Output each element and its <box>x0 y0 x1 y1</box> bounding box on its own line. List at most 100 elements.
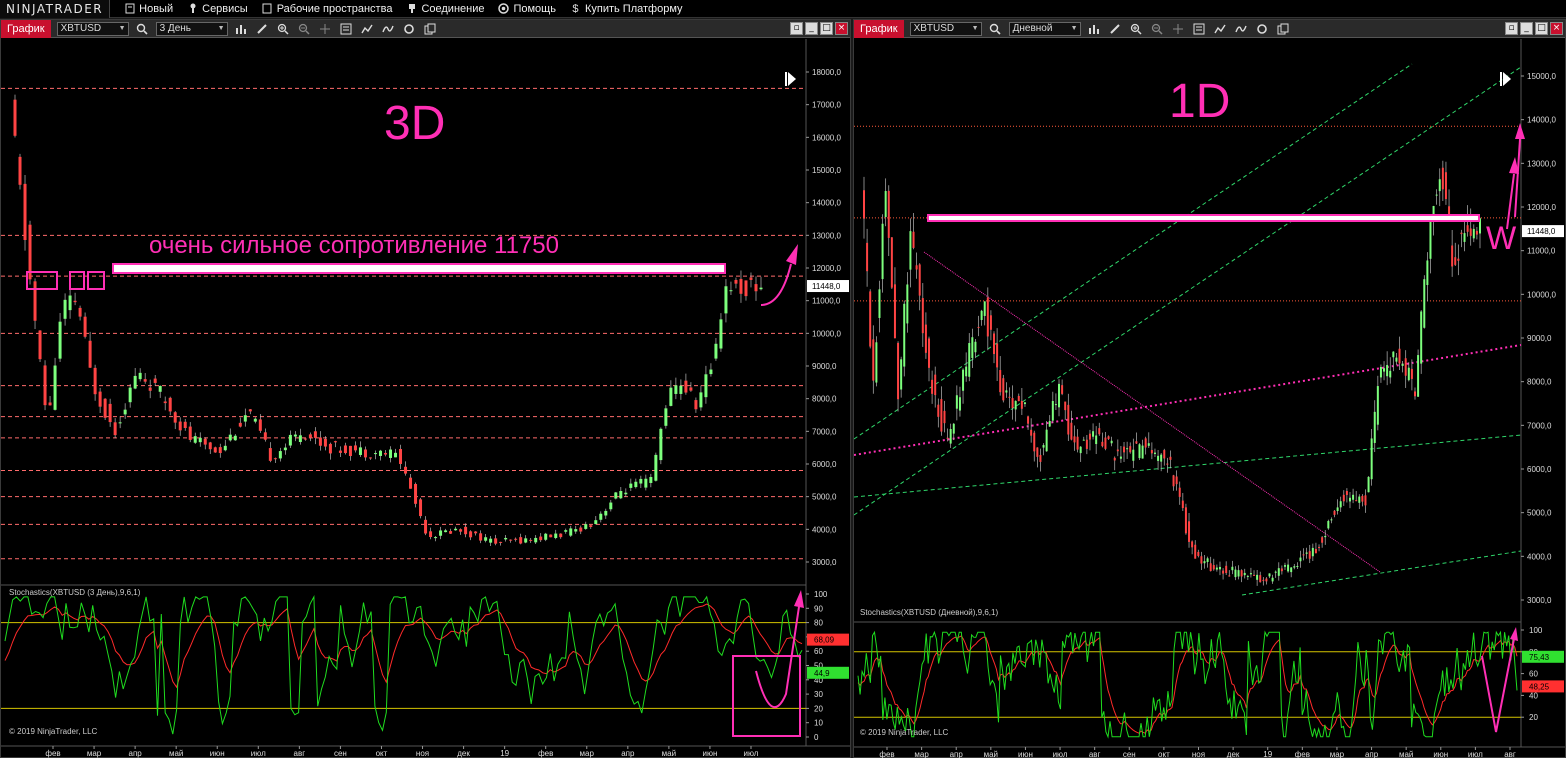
zoom-out-icon[interactable] <box>297 22 312 36</box>
candle-body <box>996 343 999 368</box>
menu-workspaces[interactable]: Рабочие пространства <box>262 3 392 15</box>
candle-body <box>328 443 332 454</box>
copy-icon[interactable] <box>423 22 438 36</box>
date-label: авг <box>1504 750 1516 758</box>
refresh-icon[interactable] <box>402 22 417 36</box>
candle-body <box>679 385 683 394</box>
candle-body <box>709 369 713 375</box>
date-label: фев <box>879 750 894 758</box>
pencil-icon[interactable] <box>255 22 270 36</box>
period-select[interactable]: 3 День ▼ <box>155 21 228 36</box>
candle-body <box>993 333 996 355</box>
candle-body <box>263 432 267 440</box>
indicator-icon[interactable] <box>381 22 396 36</box>
resistance-touch-box <box>69 271 85 290</box>
pattern-label: W <box>1486 220 1517 256</box>
strategy-icon[interactable] <box>1213 22 1228 36</box>
menu-tools-label: Сервисы <box>202 2 248 15</box>
help-icon <box>498 3 510 14</box>
candle-body <box>1231 566 1234 571</box>
candle-body <box>1116 449 1119 452</box>
zoom-in-icon[interactable] <box>1129 22 1144 36</box>
price-chart-3d[interactable]: 18000,0 17000,0 16000,0 15000,0 14000,0 13000… <box>1 39 850 758</box>
candle-body <box>233 435 237 441</box>
instrument-select[interactable]: XBTUSD ▼ <box>909 21 982 36</box>
candle-body <box>1023 402 1026 405</box>
close-button[interactable]: × <box>1550 22 1563 35</box>
price-tick-label: 3000,0 <box>812 558 837 567</box>
indicator-icon[interactable] <box>1234 22 1249 36</box>
menu-help[interactable]: Помощь <box>498 3 556 15</box>
crosshair-icon[interactable] <box>318 22 333 36</box>
candle-body <box>213 447 217 453</box>
candle-body <box>429 531 433 538</box>
candle-body <box>1342 494 1345 502</box>
zoom-out-icon[interactable] <box>1150 22 1165 36</box>
price-tick-label: 3000,0 <box>1527 596 1552 605</box>
price-tick-label: 5000,0 <box>812 493 837 502</box>
scroll-to-end-icon <box>1500 72 1502 86</box>
maximize-button[interactable]: □ <box>1535 22 1548 35</box>
candle-body <box>1212 565 1215 570</box>
copy-icon[interactable] <box>1276 22 1291 36</box>
candle-body <box>937 404 940 417</box>
pencil-icon[interactable] <box>1108 22 1123 36</box>
crosshair-icon[interactable] <box>1171 22 1186 36</box>
candle-body <box>1256 574 1259 580</box>
bar-chart-icon[interactable] <box>1087 22 1102 36</box>
indicator-value-badge: 44,9 <box>814 669 830 678</box>
price-tick-label: 17000,0 <box>812 101 841 110</box>
candle-body <box>223 445 227 451</box>
candle-body <box>313 431 317 438</box>
restore-button[interactable]: ▫ <box>1505 22 1518 35</box>
price-chart-1d[interactable]: 15000,0 14000,0 13000,0 12000,0 11000,0 10000… <box>854 39 1565 758</box>
bar-chart-icon[interactable] <box>234 22 249 36</box>
stoch-projection-arrow <box>755 599 801 708</box>
minimize-button[interactable]: _ <box>1520 22 1533 35</box>
candle-body <box>1011 398 1014 409</box>
tab-chart[interactable]: График <box>1 19 51 38</box>
candle-body <box>1234 569 1237 578</box>
candle-body <box>1444 172 1447 200</box>
window-controls: ▫ _ □ × <box>790 22 848 35</box>
candle-body <box>343 445 347 454</box>
restore-button[interactable]: ▫ <box>790 22 803 35</box>
candle-body <box>564 530 568 532</box>
search-icon[interactable] <box>988 22 1003 36</box>
period-select[interactable]: Дневной ▼ <box>1008 21 1081 36</box>
properties-icon[interactable] <box>1192 22 1207 36</box>
price-tick-label: 14000,0 <box>812 199 841 208</box>
close-button[interactable]: × <box>835 22 848 35</box>
zoom-in-icon[interactable] <box>276 22 291 36</box>
menu-buy[interactable]: $ Купить Платформу <box>570 3 682 15</box>
search-icon[interactable] <box>135 22 150 36</box>
candle-body <box>18 156 22 185</box>
maximize-button[interactable]: □ <box>820 22 833 35</box>
date-label: мар <box>580 749 595 758</box>
menu-tools[interactable]: Сервисы <box>187 3 248 15</box>
date-label: сен <box>1123 750 1136 758</box>
date-label: ноя <box>1192 750 1205 758</box>
date-label: июл <box>1053 750 1068 758</box>
candle-body <box>58 321 62 359</box>
price-tick-label: 10000,0 <box>1527 290 1556 299</box>
candle-body <box>479 533 483 541</box>
chart-toolbar: График XBTUSD ▼ Дневной ▼ ▫ _ □ × <box>854 19 1565 38</box>
minimize-button[interactable]: _ <box>805 22 818 35</box>
properties-icon[interactable] <box>339 22 354 36</box>
instrument-select[interactable]: XBTUSD ▼ <box>56 21 129 36</box>
chevron-down-icon: ▼ <box>1070 25 1078 32</box>
menu-new[interactable]: Новый <box>124 3 173 15</box>
candle-body <box>1383 368 1386 372</box>
strategy-icon[interactable] <box>360 22 375 36</box>
date-label: апр <box>129 749 143 758</box>
candle-body <box>878 289 881 318</box>
period-value: 3 День <box>159 23 191 34</box>
tab-chart[interactable]: График <box>854 19 904 38</box>
candle-body <box>1441 167 1444 190</box>
candle-body <box>228 434 232 441</box>
stoch-projection-arrow <box>1481 638 1515 733</box>
menu-connection[interactable]: Соединение <box>406 3 484 15</box>
refresh-icon[interactable] <box>1255 22 1270 36</box>
candle-body <box>893 284 896 339</box>
